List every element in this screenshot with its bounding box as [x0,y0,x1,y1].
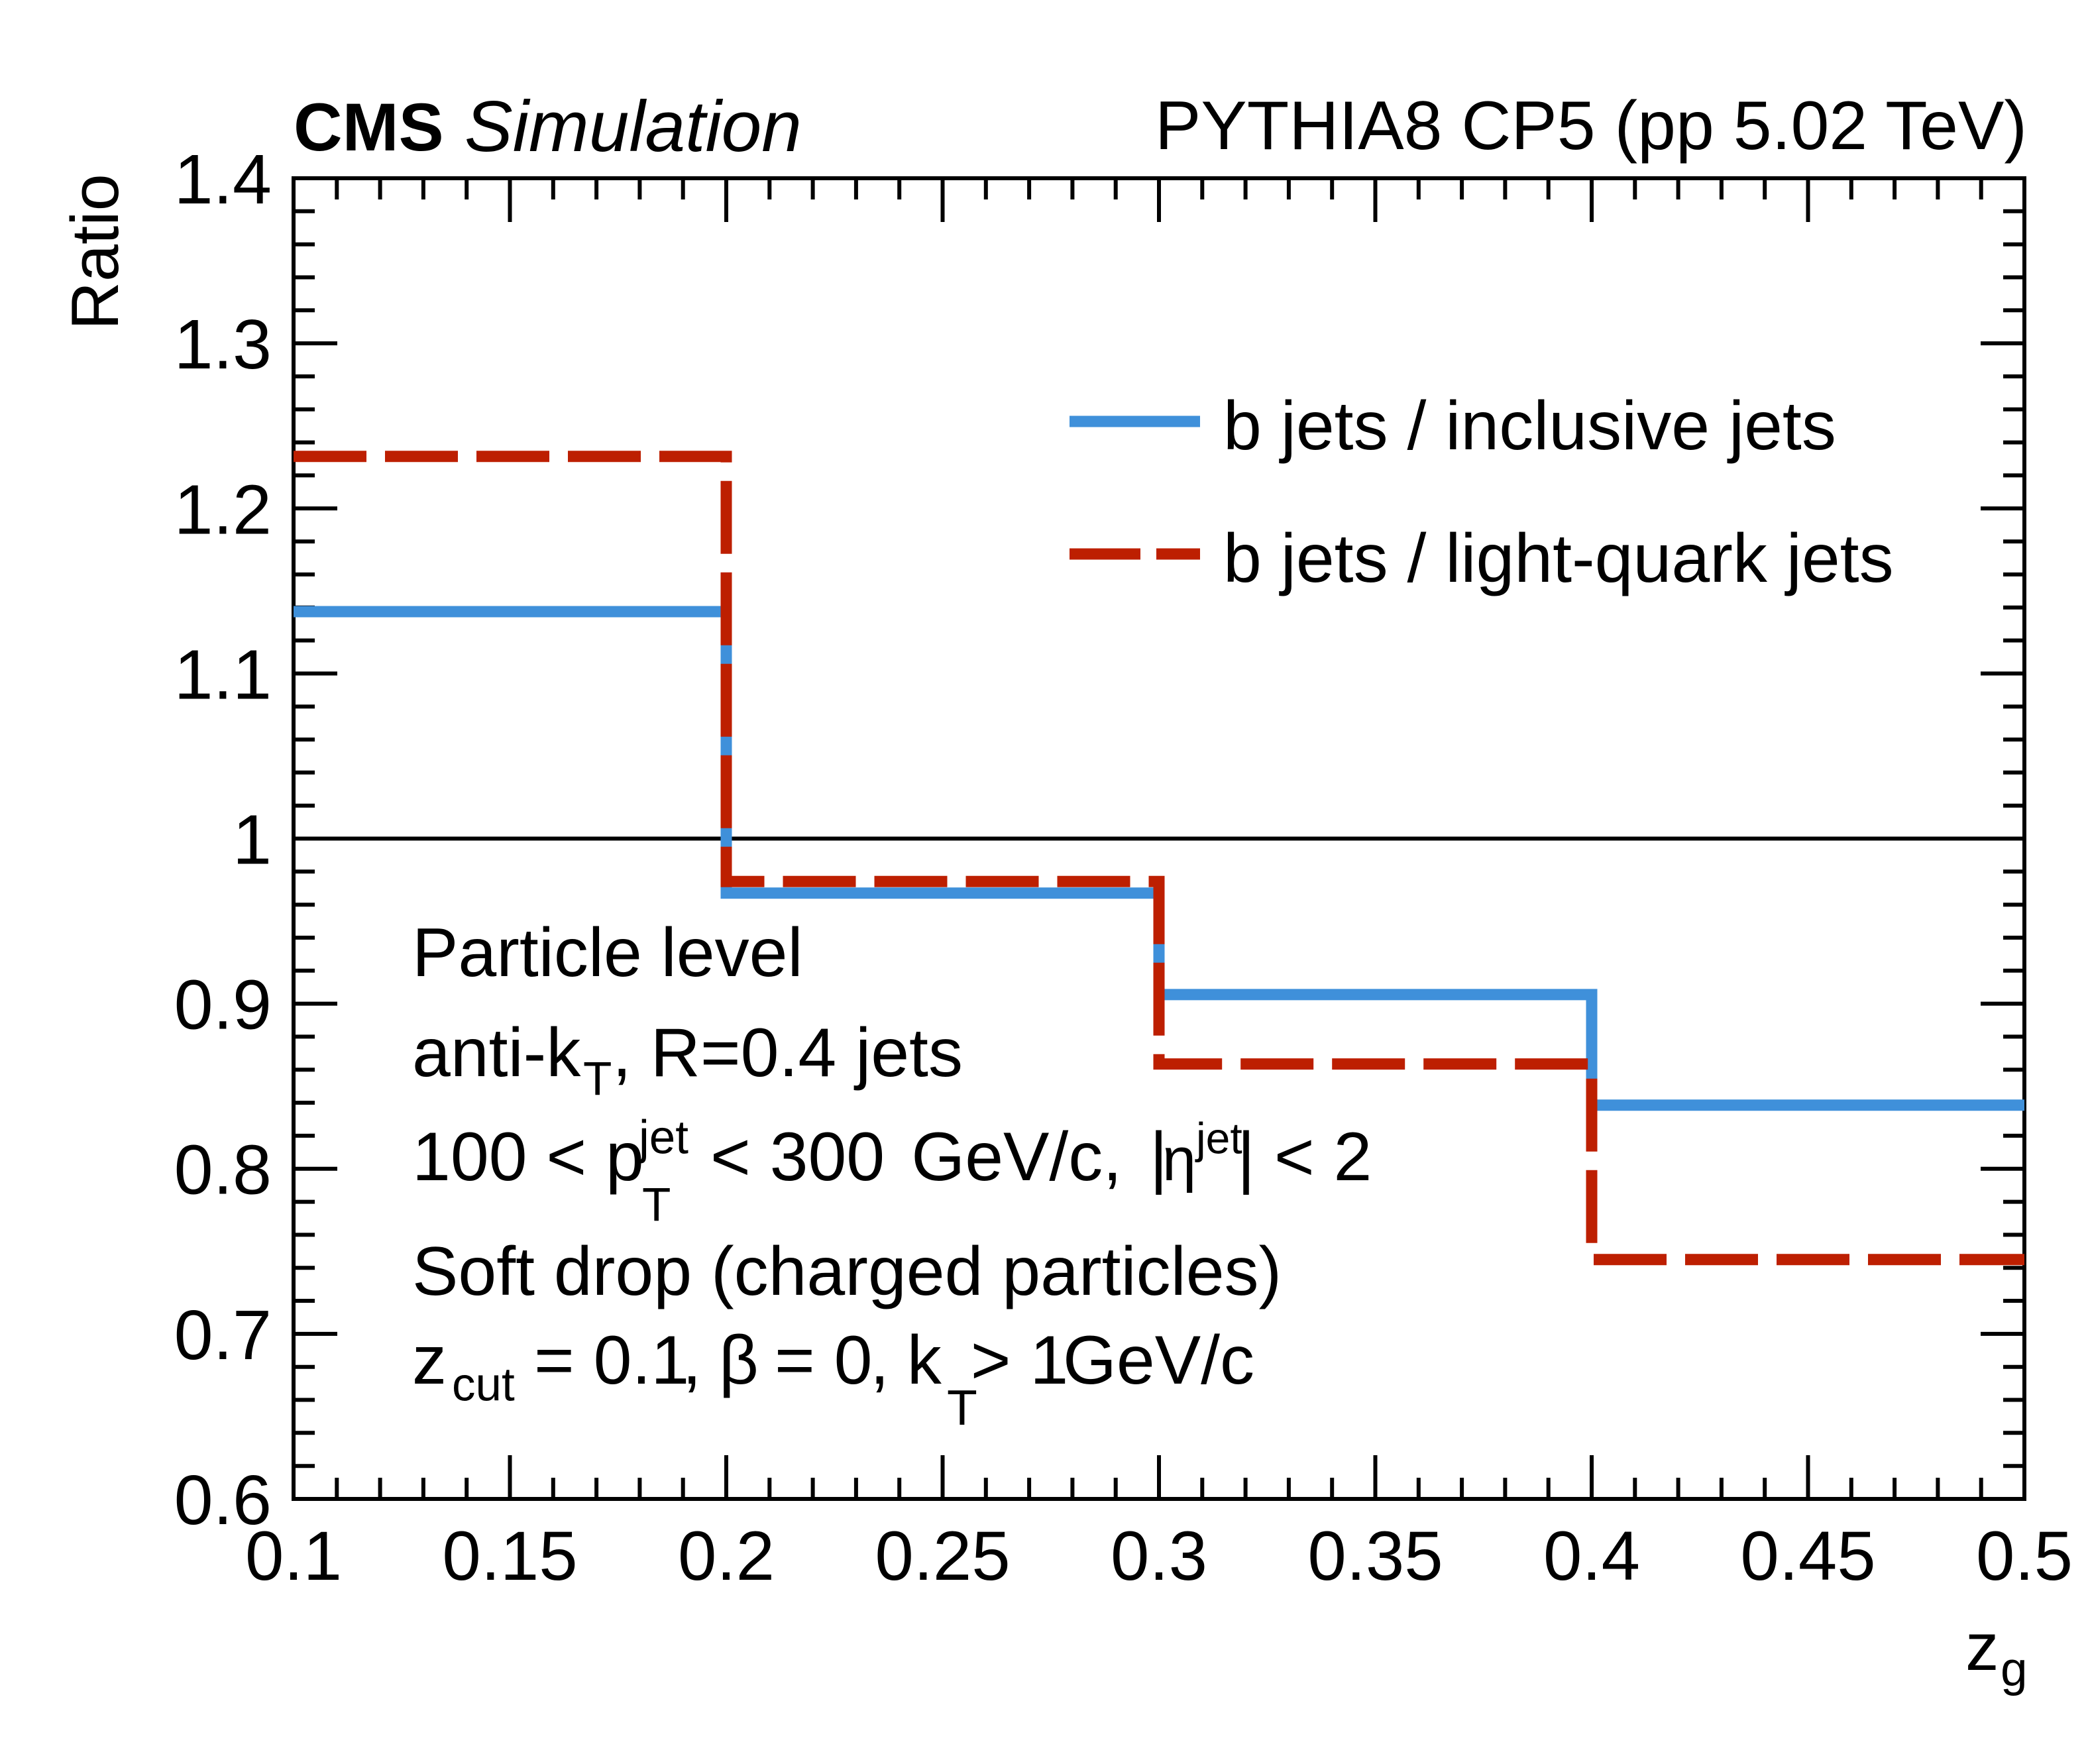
svg-text:β: β [719,1322,759,1399]
svg-text:b jets / inclusive jets: b jets / inclusive jets [1223,388,1836,465]
svg-text:Particle level: Particle level [412,914,803,991]
svg-text:0.5: 0.5 [1976,1517,2073,1595]
svg-text:1: 1 [233,801,272,879]
svg-text:= 0.1: = 0.1 [534,1322,689,1399]
svg-text:PYTHIA8 CP5 (pp 5.02 TeV): PYTHIA8 CP5 (pp 5.02 TeV) [1155,87,2027,164]
svg-text:= 0: = 0 [775,1322,872,1399]
svg-text:GeV/c,: GeV/c, [911,1119,1122,1195]
svg-text:0.15: 0.15 [442,1517,577,1595]
svg-text:,: , [870,1322,889,1399]
svg-text:g: g [2001,1643,2028,1696]
svg-text:Soft drop (charged particles): Soft drop (charged particles) [412,1233,1282,1310]
svg-text:T: T [583,1054,612,1106]
svg-text:η: η [1162,1126,1196,1193]
svg-text:T: T [947,1380,977,1435]
svg-text:0.3: 0.3 [1111,1517,1207,1595]
svg-text:0.7: 0.7 [174,1296,272,1374]
svg-text:0.25: 0.25 [875,1517,1010,1595]
svg-text:1.4: 1.4 [174,140,272,219]
svg-text:,: , [683,1322,702,1399]
svg-text:1.1: 1.1 [174,635,272,714]
svg-text:< 300: < 300 [710,1119,885,1195]
svg-text:b jets / light-quark jets: b jets / light-quark jets [1223,520,1894,597]
svg-text:k: k [907,1322,942,1399]
svg-text:0.45: 0.45 [1740,1517,1875,1595]
svg-text:, R=0.4 jets: , R=0.4 jets [612,1015,963,1091]
svg-text:z: z [412,1322,447,1399]
svg-text:1.3: 1.3 [174,305,272,384]
svg-text:0.6: 0.6 [174,1461,272,1539]
svg-text:| < 2: | < 2 [1237,1119,1372,1195]
svg-text:100 < p: 100 < p [412,1119,644,1195]
svg-text:> 1: > 1 [971,1322,1068,1399]
svg-text:GeV/c: GeV/c [1063,1322,1254,1399]
svg-text:CMS: CMS [294,89,444,165]
svg-text:0.4: 0.4 [1543,1517,1640,1595]
svg-text:jet: jet [1195,1114,1242,1163]
svg-text:0.2: 0.2 [678,1517,775,1595]
svg-text:cut: cut [452,1359,515,1411]
svg-text:z: z [1965,1610,1999,1684]
svg-text:Simulation: Simulation [465,86,802,167]
svg-text:1.2: 1.2 [174,470,272,549]
svg-text:0.35: 0.35 [1307,1517,1443,1595]
svg-text:anti-k: anti-k [412,1015,581,1091]
svg-text:Ratio: Ratio [58,174,133,330]
svg-text:T: T [642,1180,671,1232]
svg-text:|: | [1150,1119,1168,1195]
svg-text:jet: jet [637,1112,688,1164]
svg-text:0.9: 0.9 [174,966,272,1044]
svg-text:0.1: 0.1 [245,1517,342,1595]
svg-text:0.8: 0.8 [174,1131,272,1209]
